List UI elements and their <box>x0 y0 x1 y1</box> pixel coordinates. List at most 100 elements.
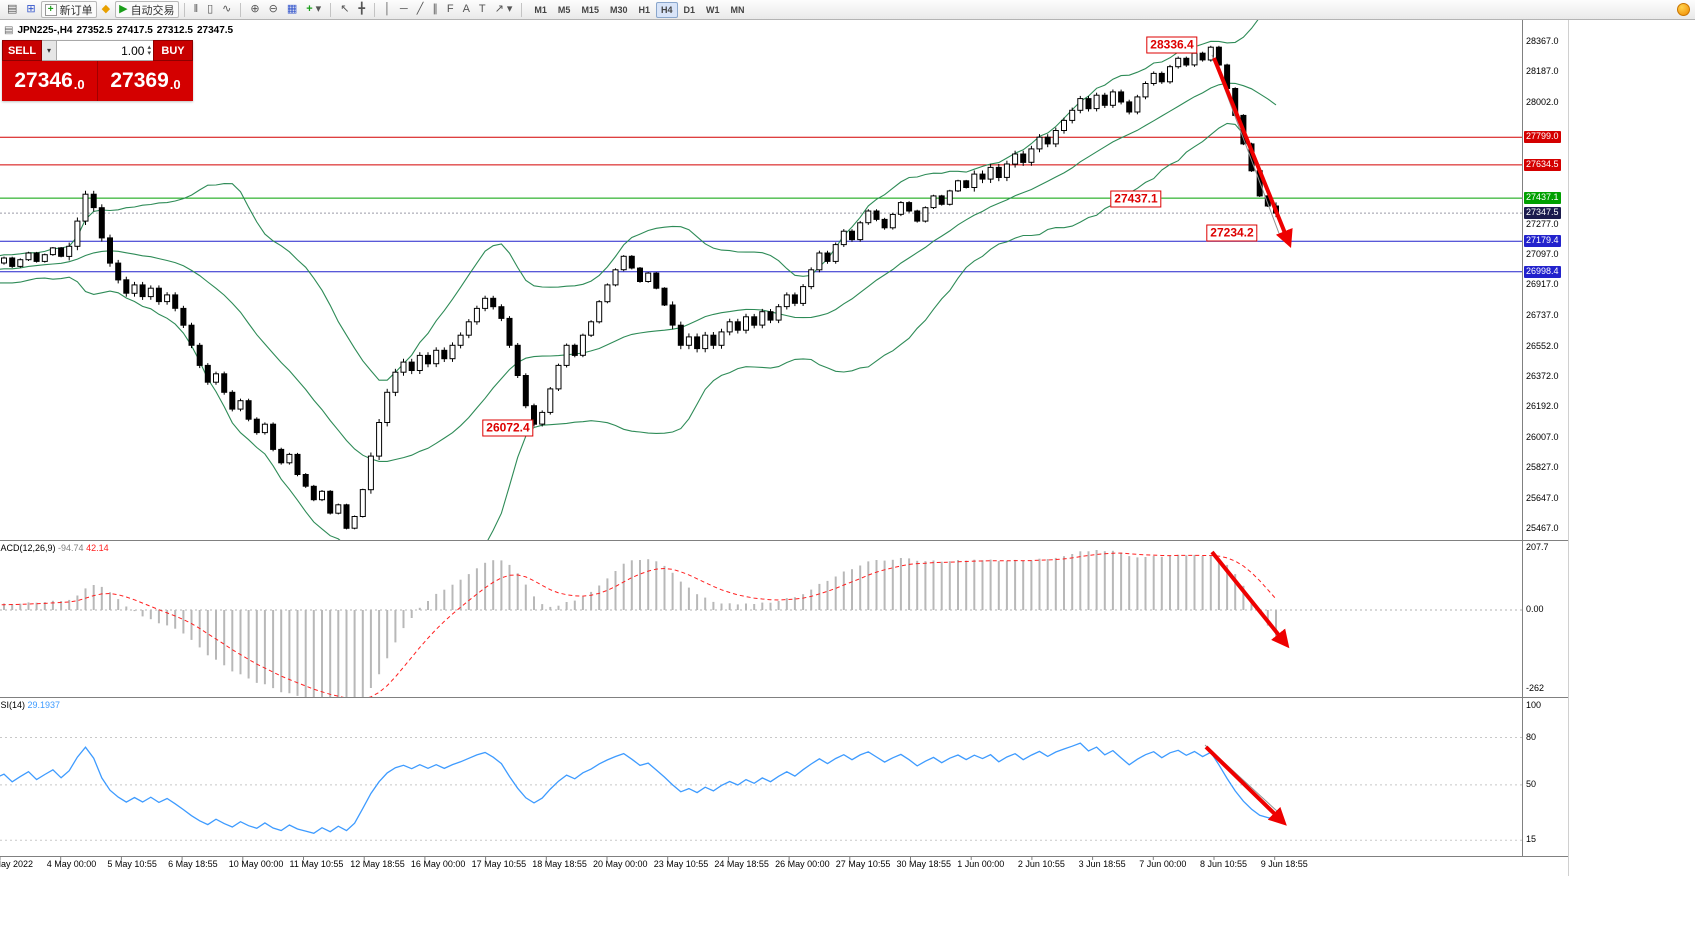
label-button[interactable]: T <box>475 1 490 18</box>
timeframe-h4[interactable]: H4 <box>655 1 678 18</box>
price-annotation[interactable]: 27234.2 <box>1206 224 1258 242</box>
dropdown-icon: ▾ <box>315 3 322 15</box>
volume-down-button[interactable]: ▾ <box>147 49 151 57</box>
price-annotation[interactable]: 26072.4 <box>482 419 534 437</box>
sell-price[interactable]: 27346 .0 <box>2 61 98 101</box>
crosshair-button[interactable]: ╋ <box>354 1 369 18</box>
volume-spinner: ▴ ▾ <box>147 43 151 57</box>
periods-button[interactable]: ▦ <box>283 1 301 18</box>
time-axis-label: 27 May 10:55 <box>835 859 891 869</box>
autotrading-button[interactable]: ▶ 自动交易 <box>115 1 179 18</box>
templates-icon: ◆ <box>101 3 111 15</box>
new-order-button[interactable]: + 新订单 <box>40 1 97 18</box>
sell-dropdown-button[interactable]: ▾ <box>42 40 57 61</box>
panel-separators <box>0 18 1569 876</box>
time-axis-label: 8 Jun 10:55 <box>1200 859 1248 869</box>
macd-name: MACD(12,26,9) <box>0 543 56 553</box>
zoom-in-button[interactable]: ⊕ <box>246 1 263 18</box>
bar-high: 27417.5 <box>116 25 153 36</box>
rsi-label: RSI(14) 29.1937 <box>0 700 60 710</box>
price-annotation[interactable]: 27437.1 <box>1110 190 1162 208</box>
volume-up-button[interactable]: ▴ <box>147 43 151 51</box>
price-axis-label: 26917.0 <box>1526 279 1559 290</box>
price-annotation[interactable]: 28336.4 <box>1146 36 1198 54</box>
horizontal-line-icon: ─ <box>399 3 408 15</box>
price-axis-label: 27277.0 <box>1526 218 1559 229</box>
timeframe-mn[interactable]: MN <box>730 4 745 15</box>
timeframe-m15[interactable]: M15 <box>581 4 599 15</box>
trend-arrow-main[interactable] <box>1212 57 1293 249</box>
buy-button[interactable]: BUY <box>153 40 193 61</box>
zoom-out-button[interactable]: ⊖ <box>265 1 282 18</box>
trend-arrow-rsi[interactable] <box>1204 745 1287 826</box>
time-axis-label: 26 May 00:00 <box>775 859 830 869</box>
periods-icon: ▦ <box>286 3 298 15</box>
timeframe-m5[interactable]: M5 <box>557 4 571 15</box>
price-axis-label: 28002.0 <box>1526 97 1559 108</box>
zoom-out-icon: ⊖ <box>268 3 278 15</box>
sell-button[interactable]: SELL <box>2 40 42 61</box>
line-chart-button[interactable]: ∿ <box>218 1 235 18</box>
horizontal-line-button[interactable]: ─ <box>396 1 412 18</box>
time-axis-label: 9 Jun 18:55 <box>1260 859 1308 869</box>
trend-arrow-macd[interactable] <box>1210 550 1290 649</box>
sell-price-dec: .0 <box>73 77 85 92</box>
candlestick-chart-icon: ▯ <box>207 3 214 15</box>
volume-input[interactable]: 1.00 ▴ ▾ <box>57 40 153 61</box>
timeframe-d1[interactable]: D1 <box>683 4 696 15</box>
channel-icon: ∥ <box>432 3 438 15</box>
price-axis-label: 25827.0 <box>1526 462 1559 473</box>
price-axis-label: 26737.0 <box>1526 309 1559 320</box>
rsi-name: RSI(14) <box>0 700 26 710</box>
symbol-period: JPN225-,H4 <box>17 25 73 36</box>
time-axis-label: 6 May 18:55 <box>168 859 218 869</box>
time-axis-label: 18 May 18:55 <box>532 859 587 869</box>
time-axis-label: 10 May 00:00 <box>228 859 284 869</box>
vertical-line-button[interactable]: │ <box>380 1 395 18</box>
time-axis-label: 24 May 18:55 <box>714 859 769 869</box>
cursor-icon: ↖ <box>340 3 350 15</box>
chart-symbol-icon: ▤ <box>4 25 14 36</box>
templates-button[interactable]: ◆ <box>98 1 114 18</box>
new-order-label: 新订单 <box>59 4 93 17</box>
timeframe-m30[interactable]: M30 <box>609 4 628 15</box>
toolbar-separator <box>183 2 185 17</box>
text-icon: A <box>462 3 470 15</box>
timeframe-h1[interactable]: H1 <box>638 4 650 15</box>
new-chart-icon: ⊞ <box>26 3 36 15</box>
channel-button[interactable]: ∥ <box>428 1 442 18</box>
macd-axis-label: 207.7 <box>1526 541 1549 552</box>
bar-low: 27312.5 <box>156 25 193 36</box>
window-menu-button[interactable]: ▤ <box>3 1 21 18</box>
time-axis-label: 7 Jun 00:00 <box>1139 859 1187 869</box>
trendline-icon: ╱ <box>416 3 424 15</box>
timeframe-w1[interactable]: W1 <box>706 4 720 15</box>
notification-icon[interactable] <box>1677 3 1690 16</box>
timeframe-m1[interactable]: M1 <box>534 4 547 15</box>
label-icon: T <box>478 3 486 15</box>
macd-axis-label: -262 <box>1526 682 1545 693</box>
arrows-button[interactable]: ↗ ▾ <box>491 1 517 18</box>
time-axis-label: 5 May 10:55 <box>107 859 157 869</box>
new-order-icon: + <box>44 3 57 16</box>
buy-price[interactable]: 27369 .0 <box>98 61 193 101</box>
candlestick-chart-button[interactable]: ▯ <box>203 1 217 18</box>
fibonacci-button[interactable]: F <box>443 1 458 18</box>
rsi-line <box>0 742 1277 835</box>
hline-price-label: 27799.0 <box>1524 131 1561 144</box>
time-axis-label: 12 May 18:55 <box>350 859 405 869</box>
rsi-axis-label: 80 <box>1526 731 1537 742</box>
chart-ohlc-label: ▤ JPN225-,H4 27352.5 27417.5 27312.5 273… <box>4 25 233 36</box>
macd-label: MACD(12,26,9) -94.74 42.14 <box>0 543 109 553</box>
bar-close: 27347.5 <box>196 25 234 36</box>
indicators-button[interactable]: + ▾ <box>302 1 325 18</box>
bars-chart-button[interactable]: ‖ <box>190 1 203 18</box>
time-axis-label: 30 May 18:55 <box>896 859 952 869</box>
chart-window[interactable]: ▤ JPN225-,H4 27352.5 27417.5 27312.5 273… <box>0 18 1695 940</box>
time-axis-label: 16 May 00:00 <box>410 859 466 869</box>
text-button[interactable]: A <box>459 1 474 18</box>
new-chart-button[interactable]: ⊞ <box>22 1 39 18</box>
trendline-button[interactable]: ╱ <box>413 1 428 18</box>
cursor-button[interactable]: ↖ <box>336 1 353 18</box>
